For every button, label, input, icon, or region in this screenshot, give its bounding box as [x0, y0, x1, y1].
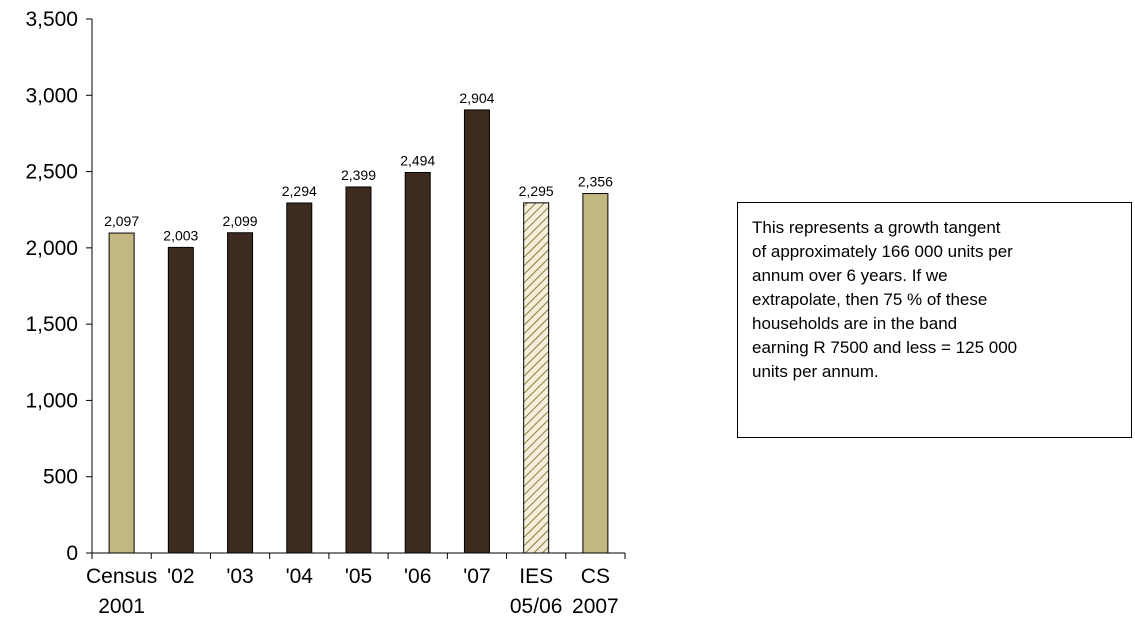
bar: [227, 232, 254, 554]
data-label: 2,003: [163, 227, 198, 243]
bar: [345, 186, 372, 554]
y-tick-label: 3,000: [25, 84, 78, 107]
y-tick-label: 1,000: [25, 389, 78, 412]
x-tick-label: IES: [519, 565, 553, 588]
x-tick-label: 2007: [572, 595, 619, 618]
bar: [108, 232, 135, 554]
data-label: 2,097: [104, 213, 139, 229]
x-tick-label: '04: [286, 565, 314, 588]
y-tick-label: 0: [66, 542, 78, 565]
x-tick-label: Census: [86, 565, 157, 588]
data-label: 2,399: [341, 167, 376, 183]
annotation-line: annum over 6 years. If we: [752, 266, 948, 285]
annotation-line: extrapolate, then 75 % of these: [752, 290, 988, 309]
y-tick-label: 2,500: [25, 161, 78, 184]
bar: [167, 246, 194, 554]
data-label: 2,295: [519, 183, 554, 199]
data-label: 2,904: [459, 90, 494, 106]
annotation-line: of approximately 166 000 units per: [752, 242, 1013, 261]
annotation-line: earning R 7500 and less = 125 000: [752, 338, 1018, 357]
y-tick-label: 3,500: [25, 8, 78, 31]
x-tick-label: '07: [463, 565, 490, 588]
x-tick-label: '06: [404, 565, 431, 588]
annotation-line: This represents a growth tangent: [752, 218, 1001, 237]
annotation-line: households are in the band: [752, 314, 958, 333]
annotation-box: This represents a growth tangent of appr…: [737, 202, 1132, 438]
data-label: 2,294: [282, 183, 317, 199]
x-tick-label: '03: [226, 565, 253, 588]
bar: [286, 202, 313, 554]
annotation-line: units per annum.: [752, 362, 879, 381]
y-tick-label: 1,500: [25, 313, 78, 336]
bars: [108, 109, 609, 554]
x-tick-label: 2001: [98, 595, 145, 618]
data-label: 2,494: [400, 152, 435, 168]
x-tick-label: '02: [167, 565, 194, 588]
x-tick-label: '05: [345, 565, 372, 588]
y-tick-label: 2,000: [25, 237, 78, 260]
y-axis: 0 500 1,000 1,500 2,000 2,500 3,000 3,500: [25, 8, 93, 565]
bar: [523, 202, 550, 554]
data-label: 2,099: [223, 213, 258, 229]
x-tick-label: 05/06: [510, 595, 563, 618]
bar: [582, 193, 609, 554]
data-label: 2,356: [578, 174, 613, 190]
bar: [404, 171, 431, 554]
bar: [463, 109, 490, 554]
data-labels: 2,097 2,003 2,099 2,294 2,399 2,494 2,904 2,295…: [104, 90, 613, 243]
y-tick-label: 500: [43, 466, 78, 489]
bar-chart: 0 500 1,000 1,500 2,000 2,500 3,000 3,500 Censu…: [25, 8, 626, 618]
x-axis: Census 2001 '02 '03 '04 '05 '06 '07 IES 05/06 CS 20…: [86, 552, 626, 618]
x-tick-label: CS: [581, 565, 610, 588]
